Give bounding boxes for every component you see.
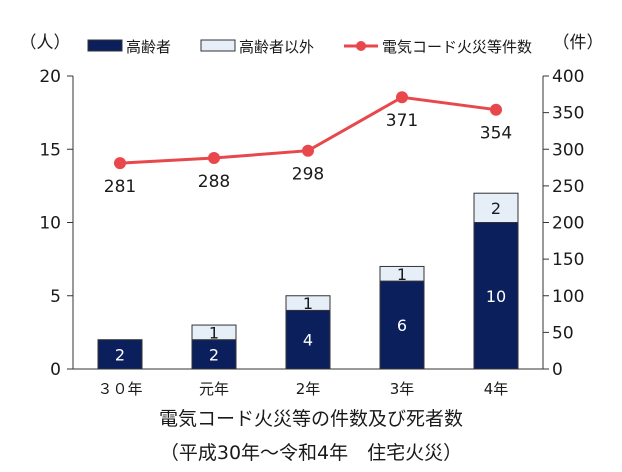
legend-swatch-non-elderly xyxy=(200,39,236,52)
line-point-label: 288 xyxy=(198,172,230,192)
right-tick-label: 200 xyxy=(552,214,584,234)
bar-elderly-label: 2 xyxy=(209,345,219,364)
x-tick-label: ３０年 xyxy=(97,380,142,398)
bar-elderly xyxy=(285,309,331,370)
left-tick-label: 15 xyxy=(39,140,61,160)
right-tick-label: 300 xyxy=(552,140,584,160)
right-tick-label: 50 xyxy=(552,323,574,343)
bar-non-elderly xyxy=(285,295,331,311)
x-tick-label: 2年 xyxy=(296,380,321,398)
right-tick-label: 0 xyxy=(552,360,563,380)
x-tick-label: 3年 xyxy=(390,380,415,398)
bar-elderly xyxy=(191,339,237,370)
bar-elderly xyxy=(379,280,425,370)
line-point xyxy=(396,91,408,104)
line-point xyxy=(114,157,126,170)
right-axis-unit: （件） xyxy=(553,33,604,53)
bar-elderly-label: 10 xyxy=(486,287,506,306)
line-point-label: 298 xyxy=(292,165,324,185)
bar-non-elderly xyxy=(379,265,425,282)
line-point xyxy=(208,152,220,165)
right-tick-label: 400 xyxy=(552,67,584,87)
line-point-label: 371 xyxy=(386,111,418,131)
line-point-label: 354 xyxy=(480,124,512,144)
bar-elderly-label: 4 xyxy=(303,331,313,350)
bar-elderly xyxy=(97,339,143,370)
left-tick-label: 10 xyxy=(39,214,61,234)
right-tick-label: 100 xyxy=(552,287,584,307)
bar-non-elderly xyxy=(473,192,519,223)
line-point xyxy=(302,144,314,157)
legend-label-non-elderly: 高齢者以外 xyxy=(239,38,314,56)
bar-non-elderly xyxy=(191,324,237,341)
chart-caption-subtitle: （平成30年〜令和4年 住宅火災） xyxy=(159,442,463,464)
legend-swatch-line-marker xyxy=(356,41,366,51)
chart-caption-title: 電気コード火災等の件数及び死者数 xyxy=(158,408,463,430)
x-tick-label: 4年 xyxy=(484,380,509,398)
line-point xyxy=(490,103,502,116)
left-tick-label: 5 xyxy=(50,287,61,307)
bar-non-elderly-label: 2 xyxy=(491,199,501,218)
left-tick-label: 0 xyxy=(50,360,61,380)
left-axis-unit: （人） xyxy=(20,33,71,53)
line-point-label: 281 xyxy=(104,177,136,197)
right-tick-label: 250 xyxy=(552,177,584,197)
right-tick-label: 150 xyxy=(552,250,584,270)
bar-non-elderly-label: 1 xyxy=(303,294,313,313)
bar-non-elderly-label: 1 xyxy=(209,323,219,342)
bar-elderly xyxy=(473,222,519,370)
legend-label-elderly: 高齢者 xyxy=(126,38,171,56)
legend-swatch-elderly xyxy=(87,39,123,52)
bar-elderly-label: 6 xyxy=(397,316,407,335)
bar-non-elderly-label: 1 xyxy=(397,265,407,284)
bar-elderly-label: 2 xyxy=(115,345,125,364)
x-tick-label: 元年 xyxy=(199,380,229,398)
left-tick-label: 20 xyxy=(39,67,61,87)
right-tick-label: 350 xyxy=(552,104,584,124)
legend-label-line: 電気コード火災等件数 xyxy=(382,38,532,56)
